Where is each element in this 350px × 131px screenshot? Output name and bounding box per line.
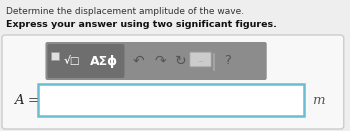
Text: √□: √□ [63, 56, 80, 66]
Text: …: … [198, 58, 203, 62]
Bar [51, 52, 59, 60]
Text: m: m [312, 94, 325, 107]
Text: Determine the displacement amplitude of the wave.: Determine the displacement amplitude of … [6, 7, 244, 16]
Text: ↶: ↶ [133, 54, 144, 68]
Text: AΣϕ: AΣϕ [90, 54, 118, 67]
Bar [37, 84, 304, 116]
Text: A =: A = [14, 94, 39, 107]
Text: ↻: ↻ [175, 54, 187, 68]
FancyBboxPatch shape [190, 52, 211, 67]
FancyBboxPatch shape [2, 35, 344, 129]
Text: ↷: ↷ [154, 54, 166, 68]
FancyBboxPatch shape [46, 42, 267, 80]
Text: Express your answer using two significant figures.: Express your answer using two significan… [6, 20, 277, 29]
Text: ?: ? [224, 54, 231, 67]
FancyBboxPatch shape [47, 44, 85, 78]
FancyBboxPatch shape [83, 44, 125, 78]
